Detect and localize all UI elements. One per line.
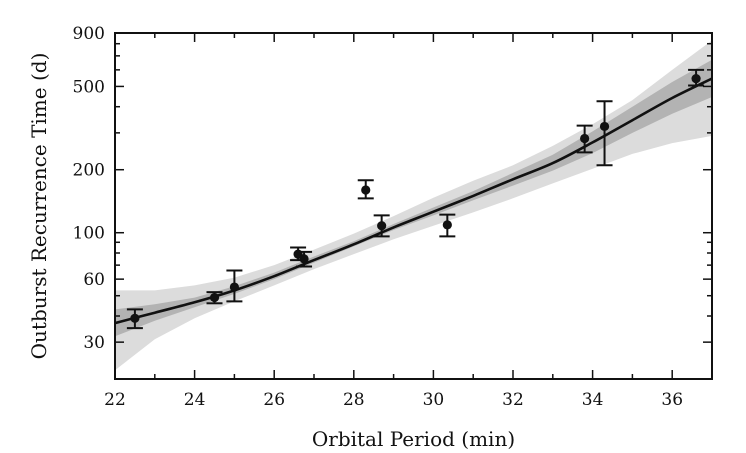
x-tick-label: 32 [502,390,524,410]
data-point-1 [126,308,143,330]
x-axis-title: Orbital Period (min) [312,427,515,451]
data-point-6 [357,179,374,200]
data-point-9 [576,124,593,154]
axis-ticks [114,32,713,380]
tick-labels: 22 24 26 28 30 32 34 36 30 60 100 200 500 900 [73,24,683,410]
data-point-11 [688,68,705,87]
data-marker [130,313,140,323]
x-tick-label: 24 [184,390,206,410]
data-marker [580,133,590,144]
x-tick-label: 28 [343,390,365,410]
plot-area [115,40,712,371]
data-marker [377,221,387,231]
data-point-10 [596,100,613,167]
axes-frame [114,32,713,380]
data-marker [442,220,452,230]
x-tick-label: 30 [423,390,445,410]
data-point-2 [206,291,223,305]
confidence-band-outer [115,40,712,371]
data-marker [299,254,309,264]
y-tick-label: 500 [73,77,105,97]
data-marker [599,121,610,132]
y-tick-label: 200 [73,161,105,181]
x-tick-label: 36 [661,390,683,410]
y-tick-label: 30 [83,333,105,353]
x-tick-label: 22 [104,390,126,410]
y-tick-label: 900 [73,24,105,44]
data-marker [209,292,220,303]
y-axis-title: Outburst Recurrence Time (d) [27,53,51,360]
y-tick-label: 60 [83,270,105,290]
x-tick-label: 26 [263,390,285,410]
data-marker [691,73,701,84]
data-point-3 [226,269,243,303]
data-point-7 [373,214,390,238]
data-marker [361,185,371,195]
data-point-8 [439,213,456,238]
data-point-5 [296,250,313,268]
data-marker [229,282,239,292]
confidence-band-inner [115,59,712,337]
y-tick-label: 100 [73,224,105,244]
x-tick-label: 34 [582,390,604,410]
